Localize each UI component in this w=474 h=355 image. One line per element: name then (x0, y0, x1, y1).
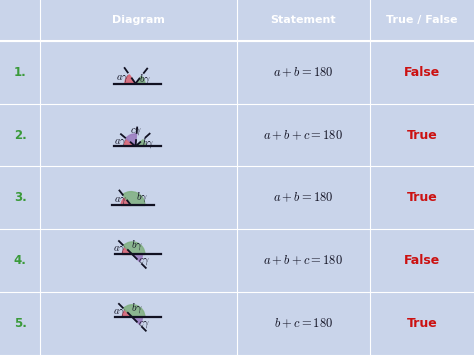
Text: True: True (407, 191, 437, 204)
Text: $a°$: $a°$ (115, 137, 128, 148)
Text: 5.: 5. (14, 317, 27, 330)
Text: $b°$: $b°$ (137, 190, 148, 204)
Text: $a + b + c = 180$: $a + b + c = 180$ (264, 128, 343, 142)
Text: $c°$: $c°$ (130, 126, 143, 137)
Text: $a + b + c = 180$: $a + b + c = 180$ (264, 254, 343, 268)
Text: $c°$: $c°$ (137, 256, 150, 267)
Wedge shape (123, 305, 145, 317)
Wedge shape (122, 310, 132, 317)
Text: $a + b = 180$: $a + b = 180$ (273, 191, 334, 205)
Wedge shape (136, 76, 145, 83)
Text: True: True (407, 317, 437, 330)
Wedge shape (132, 255, 142, 262)
Wedge shape (122, 247, 132, 255)
Wedge shape (132, 317, 142, 324)
Wedge shape (126, 134, 137, 146)
Wedge shape (123, 192, 145, 206)
Text: $b°$: $b°$ (131, 238, 144, 252)
Text: $b°$: $b°$ (139, 72, 151, 86)
Wedge shape (124, 139, 136, 146)
Wedge shape (136, 140, 146, 146)
Text: $b°$: $b°$ (142, 136, 154, 149)
Text: Statement: Statement (271, 15, 336, 26)
Text: 3.: 3. (14, 191, 27, 204)
Text: $a°$: $a°$ (114, 196, 127, 207)
Text: 2.: 2. (14, 129, 27, 142)
Text: 1.: 1. (14, 66, 27, 79)
Text: True / False: True / False (386, 15, 457, 26)
Text: $a°$: $a°$ (116, 73, 129, 84)
Text: 4.: 4. (14, 254, 27, 267)
Wedge shape (121, 197, 131, 206)
Wedge shape (125, 75, 136, 83)
Text: $a°$: $a°$ (113, 245, 127, 256)
Text: $b°$: $b°$ (131, 301, 144, 315)
Text: $c°$: $c°$ (137, 319, 150, 330)
Text: True: True (407, 129, 437, 142)
Text: $a°$: $a°$ (113, 307, 127, 318)
Text: False: False (404, 254, 440, 267)
Text: $b + c = 180$: $b + c = 180$ (274, 317, 333, 331)
Text: False: False (404, 66, 440, 79)
Text: Diagram: Diagram (112, 15, 165, 26)
Wedge shape (123, 242, 145, 255)
Text: $a + b = 180$: $a + b = 180$ (273, 65, 334, 79)
